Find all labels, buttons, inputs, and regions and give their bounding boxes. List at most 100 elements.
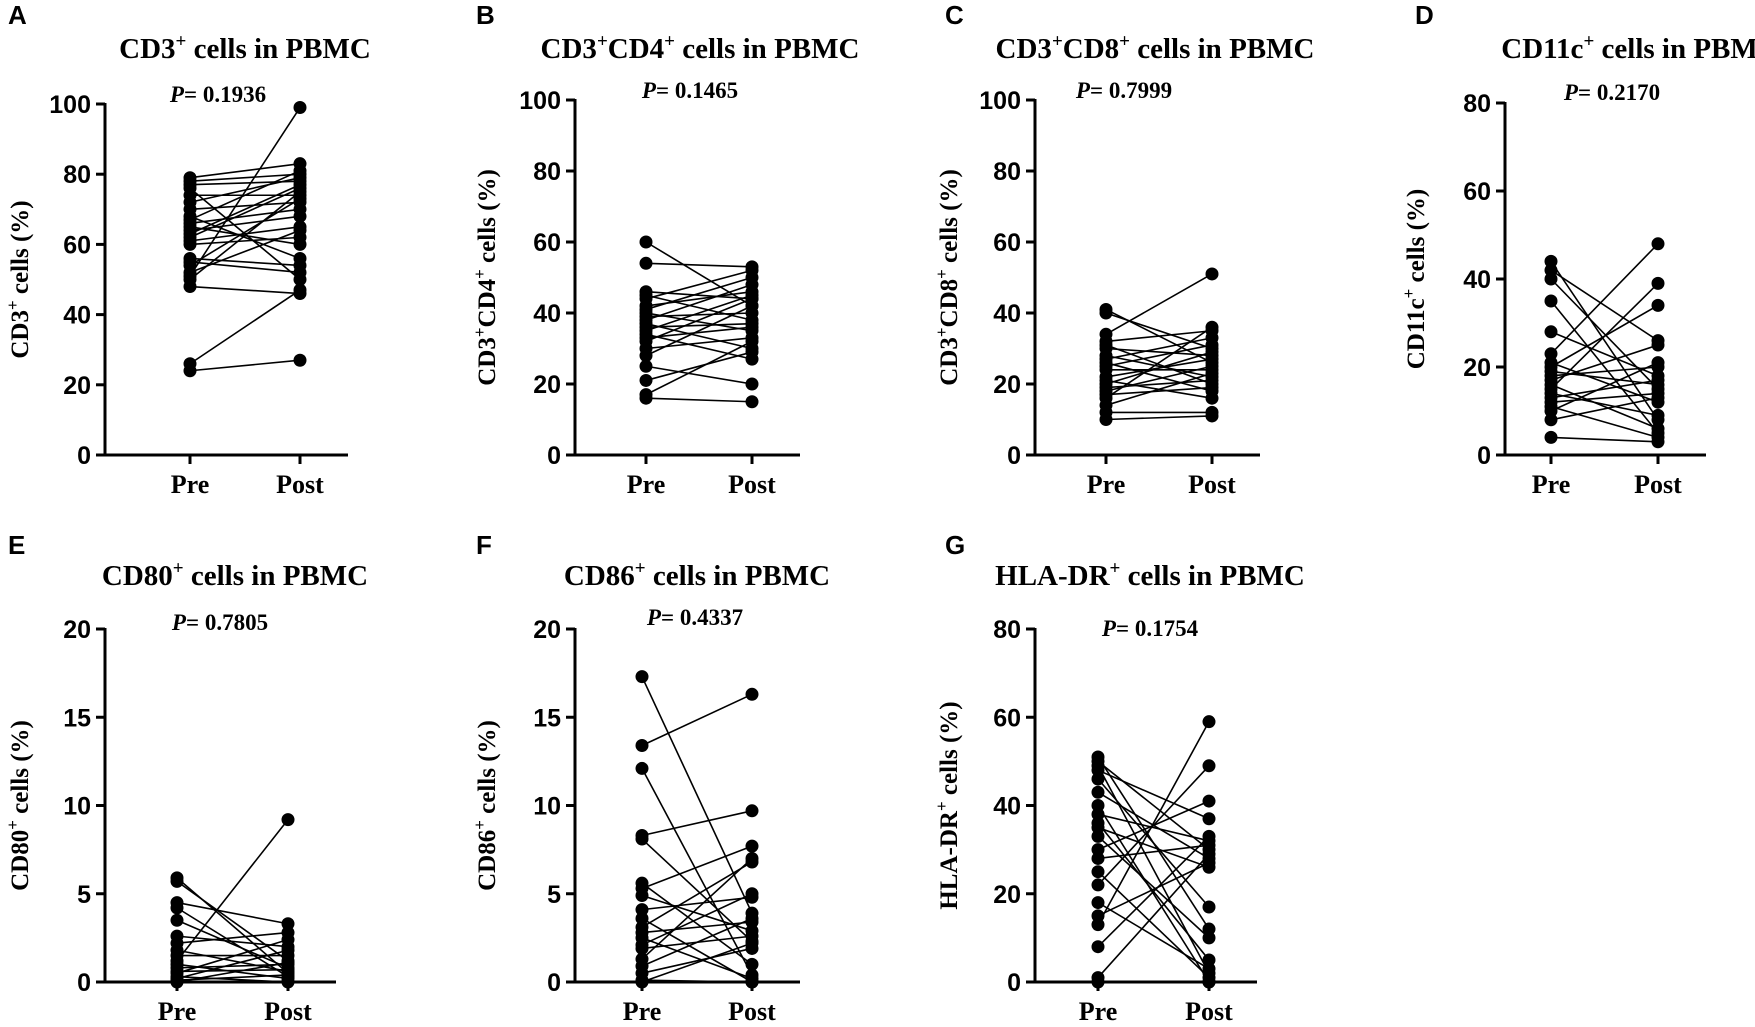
panel-d: D CD11c+ cells in PBMC P= 0.2170 CD11c+ cel… xyxy=(1399,0,1755,499)
pre-point xyxy=(1544,413,1558,427)
pair-line xyxy=(1097,721,1210,926)
y-tick-label: 40 xyxy=(993,300,1021,328)
pre-point xyxy=(635,941,649,955)
y-tick-label: 40 xyxy=(993,793,1021,821)
pair-line xyxy=(645,283,753,321)
post-point xyxy=(1202,931,1216,945)
pre-point xyxy=(170,913,184,927)
y-tick-label: 60 xyxy=(993,704,1021,732)
chart-title: HLA-DR+ cells in PBMC xyxy=(995,558,1305,592)
post-point xyxy=(1651,356,1665,370)
pair-line xyxy=(641,947,753,974)
y-tick-label: 40 xyxy=(63,302,91,330)
pair-line xyxy=(641,810,753,837)
p-value-label: P= 0.2170 xyxy=(1563,80,1660,105)
pair-line xyxy=(189,261,301,274)
pair-line xyxy=(641,894,753,932)
post-point xyxy=(745,936,759,950)
pair-line xyxy=(641,917,753,967)
post-point xyxy=(281,933,295,947)
pair-line xyxy=(1550,260,1659,421)
chart-title: CD3+CD8+ cells in PBMC xyxy=(996,31,1315,65)
pair-line xyxy=(1105,337,1213,360)
pair-line xyxy=(641,845,753,890)
pair-line xyxy=(1105,351,1213,385)
pair-line xyxy=(189,176,301,204)
post-point xyxy=(745,911,759,925)
post-point xyxy=(1205,267,1219,281)
pair-line xyxy=(189,236,301,246)
pair-line xyxy=(1550,269,1659,342)
pre-point xyxy=(1091,785,1105,799)
pair-line xyxy=(1105,344,1213,368)
pair-line xyxy=(176,949,289,973)
pre-point xyxy=(1544,294,1558,308)
x-tick-label-pre: Pre xyxy=(171,470,210,499)
pair-line xyxy=(645,305,753,357)
post-point xyxy=(293,265,307,279)
pair-line xyxy=(1550,243,1659,355)
post-point xyxy=(1202,900,1216,914)
y-tick-label: 10 xyxy=(63,793,91,821)
pair-line xyxy=(1550,397,1659,421)
pre-point xyxy=(639,373,653,387)
post-point xyxy=(745,957,759,971)
pre-point xyxy=(1091,829,1105,843)
pair-line xyxy=(1105,361,1213,392)
y-tick-label: 20 xyxy=(993,881,1021,909)
pair-line xyxy=(1097,769,1210,820)
pair-line xyxy=(645,269,753,300)
pre-point xyxy=(170,901,184,915)
pair-line xyxy=(176,919,289,969)
pre-point xyxy=(183,237,197,251)
pair-line xyxy=(1550,383,1659,430)
pair-line xyxy=(645,276,753,311)
pair-line xyxy=(176,961,289,983)
post-point xyxy=(293,353,307,367)
post-point xyxy=(1205,366,1219,380)
pre-point xyxy=(1091,940,1105,954)
pair-line xyxy=(641,861,753,928)
panel-f: F CD86+ cells in PBMC P= 0.4337 CD86+ cells… xyxy=(470,530,830,1026)
post-point xyxy=(745,687,759,701)
pair-line xyxy=(189,162,301,179)
pre-point xyxy=(635,670,649,684)
y-tick-label: 0 xyxy=(77,442,91,470)
pair-line xyxy=(189,215,301,232)
p-value-label: P= 0.7805 xyxy=(171,610,268,635)
x-tick-label-pre: Pre xyxy=(627,470,666,499)
y-tick-label: 0 xyxy=(1007,442,1021,470)
y-axis-label: CD3+CD8+ cells (%) xyxy=(932,169,963,386)
chart-title: CD86+ cells in PBMC xyxy=(564,558,830,592)
pre-point xyxy=(170,975,184,989)
pair-line xyxy=(641,882,753,965)
pre-point xyxy=(183,364,197,378)
post-point xyxy=(281,813,295,827)
x-tick-label-pre: Pre xyxy=(1532,470,1571,499)
pair-line xyxy=(1550,405,1659,439)
y-tick-label: 60 xyxy=(63,231,91,259)
pair-line xyxy=(189,289,301,365)
panel-b: B CD3+CD4+ cells in PBMC P= 0.1465 CD3+CD4+… xyxy=(470,0,859,499)
post-point xyxy=(745,395,759,409)
y-tick-label: 15 xyxy=(533,704,561,732)
panel-letter: D xyxy=(1415,0,1434,30)
y-tick-label: 5 xyxy=(547,881,561,909)
post-point xyxy=(745,334,759,348)
pair-line xyxy=(645,322,753,350)
pair-line xyxy=(1550,392,1659,417)
panel-c: C CD3+CD8+ cells in PBMC P= 0.7999 CD3+CD8+… xyxy=(932,0,1314,499)
x-tick-label-pre: Pre xyxy=(158,997,197,1026)
post-point xyxy=(745,839,759,853)
pair-line xyxy=(189,215,301,260)
post-point xyxy=(1651,276,1665,290)
pre-point xyxy=(1544,430,1558,444)
pair-line xyxy=(641,676,753,914)
pre-point xyxy=(1544,272,1558,286)
pair-line xyxy=(1097,760,1210,851)
y-tick-label: 20 xyxy=(993,371,1021,399)
pair-line xyxy=(189,169,301,221)
pair-line xyxy=(1105,415,1213,421)
pair-line xyxy=(189,359,301,372)
post-point xyxy=(745,320,759,334)
